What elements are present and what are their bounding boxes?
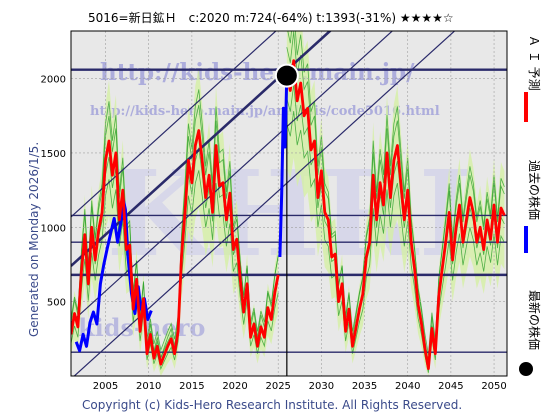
legend-label: 過去の株価 [527,160,542,220]
band-fill [71,67,279,376]
x-tick-label: 2010 [136,381,161,392]
band-line [286,110,505,373]
plot-frame [70,30,508,377]
x-axis: 2005 2010 2015 2020 2025 2030 2035 2040 2045 2050 [93,381,507,392]
legend-label: 最新の株価 [527,290,542,350]
y-tick-label: 500 [47,298,66,309]
copyright: Copyright (c) Kids-Hero Research Institu… [82,398,462,412]
band-line [287,31,505,364]
grid [71,31,507,376]
watermark-url-sub: http://kids-hero.main.jp/analysis/code50… [90,104,440,119]
legend-label: Ａ Ｉ 予測 [527,35,541,91]
y-tick-label: 2000 [41,75,66,86]
trend-line [71,31,277,218]
x-tick-label: 2015 [179,381,204,392]
series [71,59,506,371]
x-tick-label: 2025 [265,381,290,392]
band-line [286,31,505,355]
trend-line [71,31,394,323]
generated-date: Generated on Monday 2026/1/5. [27,142,41,337]
prediction-line [285,59,506,371]
y-axis: 500 1000 1500 2000 [41,75,66,309]
x-tick-label: 2020 [222,381,247,392]
x-tick-label: 2050 [481,381,506,392]
chart-title: 5016=新日鉱Ｈ c:2020 m:724(-64%) t:1393(-31%… [88,10,454,25]
legend-dot [519,362,533,376]
prediction-line [71,129,280,366]
x-tick-label: 2030 [309,381,334,392]
x-tick-label: 2040 [395,381,420,392]
current-price-dot [274,63,299,88]
x-tick-label: 2035 [352,381,377,392]
y-tick-label: 1000 [41,223,66,234]
current-marker [274,63,299,88]
watermark-url-main: http://kids-hero.main.jp/ [100,59,415,86]
history-line [278,75,289,258]
y-tick-label: 1500 [41,149,66,160]
x-tick-label: 2005 [93,381,118,392]
x-tick-label: 2045 [438,381,463,392]
